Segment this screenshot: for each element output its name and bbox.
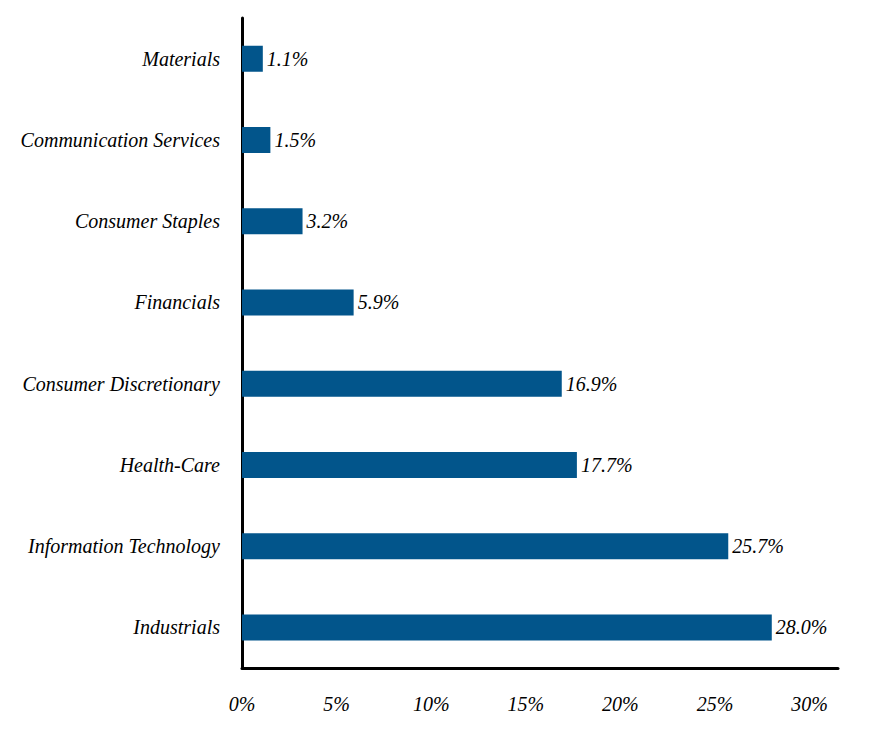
svg-text:Materials: Materials: [141, 48, 220, 70]
svg-text:5.9%: 5.9%: [358, 291, 400, 313]
svg-text:25.7%: 25.7%: [732, 535, 784, 557]
svg-text:Consumer Discretionary: Consumer Discretionary: [22, 373, 220, 396]
svg-text:Information Technology: Information Technology: [27, 535, 220, 558]
svg-text:28.0%: 28.0%: [776, 616, 828, 638]
svg-text:Communication Services: Communication Services: [21, 129, 221, 151]
svg-text:25%: 25%: [697, 693, 734, 715]
svg-text:Industrials: Industrials: [132, 616, 220, 638]
svg-text:1.5%: 1.5%: [274, 129, 316, 151]
svg-text:0%: 0%: [229, 693, 256, 715]
svg-text:20%: 20%: [602, 693, 639, 715]
svg-text:30%: 30%: [790, 693, 828, 715]
svg-text:Health-Care: Health-Care: [119, 454, 220, 476]
svg-text:Financials: Financials: [133, 291, 220, 313]
svg-text:Consumer Staples: Consumer Staples: [75, 210, 220, 233]
svg-text:1.1%: 1.1%: [267, 48, 309, 70]
svg-text:3.2%: 3.2%: [306, 210, 349, 232]
svg-text:17.7%: 17.7%: [581, 454, 633, 476]
svg-text:5%: 5%: [323, 693, 350, 715]
svg-text:16.9%: 16.9%: [566, 373, 618, 395]
svg-text:10%: 10%: [413, 693, 450, 715]
svg-text:15%: 15%: [507, 693, 544, 715]
